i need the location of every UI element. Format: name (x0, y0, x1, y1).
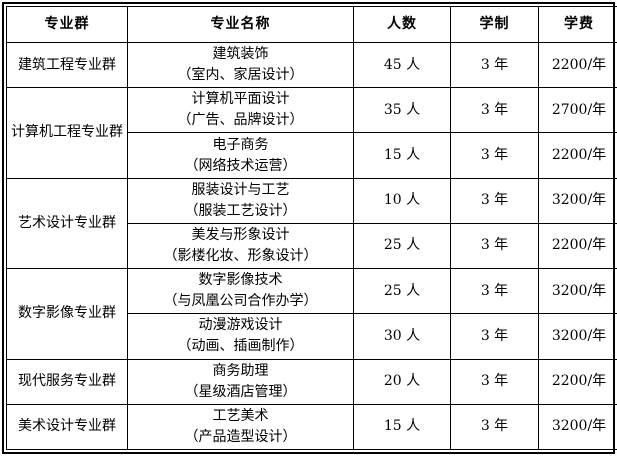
major-group-cell: 现代服务专业群 (7, 359, 128, 404)
major-name-line: （星级酒店管理） (128, 382, 353, 403)
major-name-line: 建筑装饰 (128, 44, 353, 65)
major-name-line: （室内、家居设计） (128, 65, 353, 86)
major-group-cell: 美术设计专业群 (7, 404, 128, 449)
study-duration-cell: 3 年 (451, 88, 539, 133)
major-name-line: 工艺美术 (128, 406, 353, 427)
student-count-cell: 15 人 (354, 404, 451, 449)
column-header-student-count: 人数 (354, 7, 451, 43)
student-count-cell: 15 人 (354, 133, 451, 178)
major-name-line: 商务助理 (128, 361, 353, 382)
tuition-fee-cell: 3200/年 (539, 314, 617, 359)
major-name-line: （动画、插画制作） (128, 336, 353, 357)
major-name-line: （影楼化妆、形象设计） (128, 246, 353, 267)
major-group-cell: 计算机工程专业群 (7, 88, 128, 178)
student-count-cell: 45 人 (354, 43, 451, 88)
student-count-cell: 25 人 (354, 269, 451, 314)
study-duration-cell: 3 年 (451, 133, 539, 178)
major-name-line: 计算机平面设计 (128, 89, 353, 110)
student-count-cell: 10 人 (354, 178, 451, 223)
major-name-line: （产品造型设计） (128, 427, 353, 448)
major-name-cell: 计算机平面设计（广告、品牌设计） (128, 88, 354, 133)
column-header-study-duration: 学制 (451, 7, 539, 43)
study-duration-cell: 3 年 (451, 269, 539, 314)
major-name-line: 数字影像技术 (128, 270, 353, 291)
major-name-line: 动漫游戏设计 (128, 315, 353, 336)
study-duration-cell: 3 年 (451, 404, 539, 449)
study-duration-cell: 3 年 (451, 314, 539, 359)
student-count-cell: 25 人 (354, 223, 451, 268)
major-name-cell: 服装设计与工艺（服装工艺设计） (128, 178, 354, 223)
major-name-line: 美发与形象设计 (128, 225, 353, 246)
major-name-cell: 数字影像技术（与凤凰公司合作办学） (128, 269, 354, 314)
student-count-cell: 30 人 (354, 314, 451, 359)
tuition-fee-cell: 2200/年 (539, 133, 617, 178)
major-group-cell: 建筑工程专业群 (7, 43, 128, 88)
major-group-cell: 数字影像专业群 (7, 269, 128, 359)
major-name-cell: 建筑装饰（室内、家居设计） (128, 43, 354, 88)
student-count-cell: 20 人 (354, 359, 451, 404)
tuition-fee-cell: 2200/年 (539, 43, 617, 88)
major-name-cell: 动漫游戏设计（动画、插画制作） (128, 314, 354, 359)
tuition-fee-cell: 3200/年 (539, 269, 617, 314)
major-name-cell: 商务助理（星级酒店管理） (128, 359, 354, 404)
major-name-line: 服装设计与工艺 (128, 180, 353, 201)
column-header-major-group: 专业群 (7, 7, 128, 43)
tuition-fee-cell: 2200/年 (539, 223, 617, 268)
study-duration-cell: 3 年 (451, 178, 539, 223)
major-name-line: （服装工艺设计） (128, 201, 353, 222)
major-name-line: （广告、品牌设计） (128, 110, 353, 131)
tuition-fee-cell: 3200/年 (539, 178, 617, 223)
major-name-cell: 工艺美术（产品造型设计） (128, 404, 354, 449)
student-count-cell: 35 人 (354, 88, 451, 133)
study-duration-cell: 3 年 (451, 223, 539, 268)
tuition-fee-cell: 2200/年 (539, 359, 617, 404)
major-name-line: 电子商务 (128, 135, 353, 156)
major-name-line: （与凤凰公司合作办学） (128, 291, 353, 312)
major-name-cell: 电子商务（网络技术运营） (128, 133, 354, 178)
column-header-tuition-fee: 学费 (539, 7, 617, 43)
tuition-fee-cell: 2700/年 (539, 88, 617, 133)
tuition-fee-cell: 3200/年 (539, 404, 617, 449)
study-duration-cell: 3 年 (451, 43, 539, 88)
major-name-cell: 美发与形象设计（影楼化妆、形象设计） (128, 223, 354, 268)
major-group-cell: 艺术设计专业群 (7, 178, 128, 268)
major-name-line: （网络技术运营） (128, 156, 353, 177)
column-header-major-name: 专业名称 (128, 7, 354, 43)
table-header-row: 专业群专业名称人数学制学费 (7, 7, 617, 43)
study-duration-cell: 3 年 (451, 359, 539, 404)
